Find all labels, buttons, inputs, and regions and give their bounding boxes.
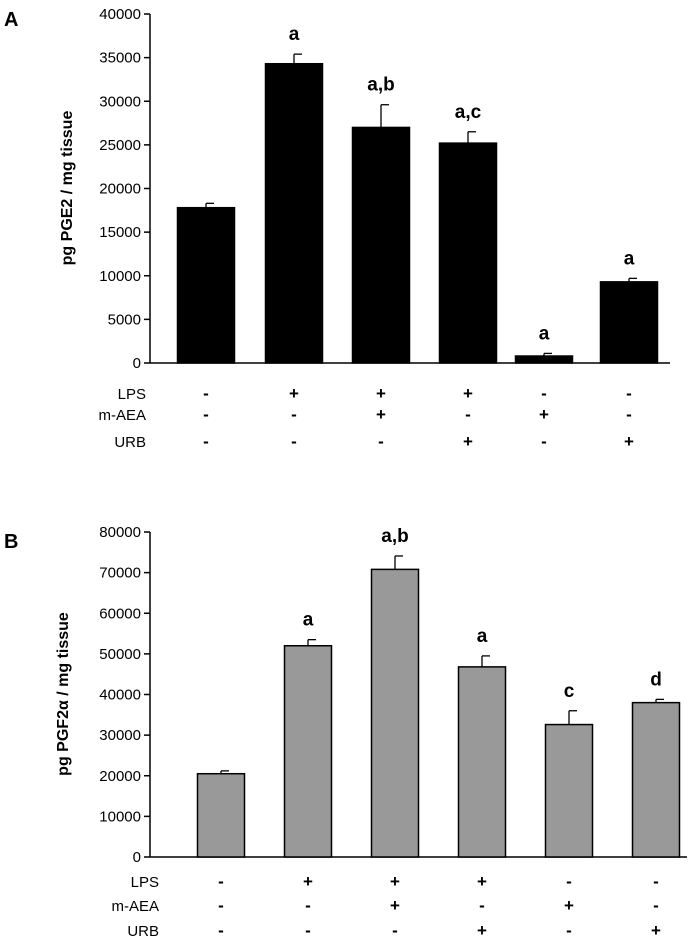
treatment-mark: + [376,405,386,424]
treatment-mark: - [626,384,632,403]
panel-label: A [4,9,18,31]
y-tick-label: 30000 [99,93,141,110]
bar [351,126,411,364]
y-tick-label: 20000 [99,181,141,198]
y-tick-label: 50000 [99,646,141,663]
bar [599,281,659,364]
bar [176,206,236,364]
treatment-mark: - [626,405,632,424]
significance-label: a [477,626,488,647]
y-tick-label: 0 [133,355,141,372]
treatment-mark: - [291,405,297,424]
treatment-mark: - [566,921,572,940]
treatment-mark: - [566,872,572,891]
significance-label: a,c [455,102,482,123]
y-tick-label: 80000 [99,524,141,541]
treatment-mark: + [651,921,661,940]
treatment-mark: - [218,872,224,891]
significance-label: a [303,610,314,631]
bar [283,645,333,858]
treatment-mark: - [465,405,471,424]
treatment-mark: - [218,921,224,940]
y-tick-label: 70000 [99,565,141,582]
significance-label: a [289,24,300,45]
significance-label: d [650,669,662,690]
bar [196,772,246,858]
significance-label: a [539,323,550,344]
treatment-mark: + [376,384,386,403]
treatment-mark: - [479,896,485,915]
bar [514,355,574,364]
treatment-mark: + [477,921,487,940]
treatment-mark: + [463,432,473,451]
treatment-mark: - [392,921,398,940]
treatment-mark: - [291,432,297,451]
significance-label: a,b [367,75,394,96]
treatment-mark: - [541,384,547,403]
treatment-mark: - [653,896,659,915]
treatment-name: URB [127,923,159,940]
panel-a: Apg PGE2 / mg tissue 0 5000 10000 15000 20000… [4,6,670,451]
treatment-name: LPS [118,386,146,403]
y-tick-label: 10000 [99,268,141,285]
treatment-mark: - [218,896,224,915]
treatment-mark: + [289,384,299,403]
significance-label: a,b [381,526,408,547]
y-tick-label: 60000 [99,605,141,622]
y-tick-label: 20000 [99,768,141,785]
treatment-mark: + [477,872,487,891]
y-tick-label: 40000 [99,6,141,23]
y-tick-label: 0 [133,849,141,866]
y-axis-label: pg PGF2α / mg tissue [55,612,72,776]
y-tick-label: 40000 [99,687,141,704]
treatment-name: LPS [131,874,159,891]
y-axis-label: pg PGE2 / mg tissue [59,111,76,266]
treatment-mark: + [463,384,473,403]
treatment-name: m-AEA [98,407,146,424]
bar [457,666,507,858]
treatment-mark: + [624,432,634,451]
treatment-mark: - [653,872,659,891]
treatment-mark: + [390,896,400,915]
y-tick-label: 35000 [99,50,141,67]
significance-label: a [624,248,635,269]
bar [264,62,324,364]
treatment-mark: - [541,432,547,451]
y-tick-label: 25000 [99,137,141,154]
treatment-mark: - [305,896,311,915]
treatment-mark: + [539,405,549,424]
y-tick-label: 10000 [99,808,141,825]
bar [631,701,681,858]
treatment-mark: - [203,384,209,403]
treatment-name: URB [114,434,146,451]
treatment-name: m-AEA [111,898,159,915]
treatment-mark: - [203,432,209,451]
y-tick-label: 30000 [99,727,141,744]
treatment-mark: + [390,872,400,891]
panel-b: Bpg PGF2α / mg tissue 0 10000 20000 30000 400… [4,524,687,940]
treatment-mark: - [378,432,384,451]
y-tick-label: 15000 [99,224,141,241]
significance-label: c [564,681,575,702]
treatment-mark: + [303,872,313,891]
treatment-mark: + [564,896,574,915]
bar [370,568,420,858]
treatment-mark: - [203,405,209,424]
y-tick-label: 5000 [108,311,141,328]
panel-label: B [4,531,18,553]
treatment-mark: - [305,921,311,940]
bar [544,723,594,858]
bar [438,142,498,364]
